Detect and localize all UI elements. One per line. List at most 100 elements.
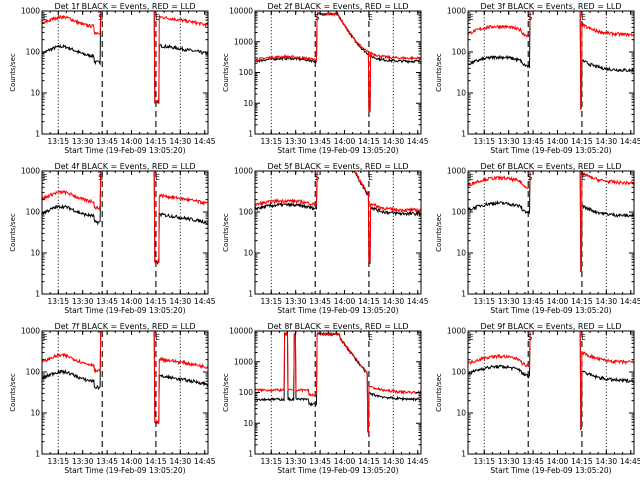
y-tick-label: 1000	[234, 37, 253, 46]
x-tick-label: 14:15	[571, 137, 593, 146]
plot-frame	[467, 10, 635, 135]
y-tick-label: 10	[30, 89, 40, 98]
x-tick-label: 14:15	[358, 457, 380, 466]
x-tick-label: 14:30	[383, 457, 405, 466]
x-tick-label: 14:15	[571, 297, 593, 306]
y-tick-label: 1000	[21, 167, 40, 176]
x-tick-label: 14:00	[334, 457, 356, 466]
y-tick-label: 1	[248, 130, 253, 139]
x-tick-label: 13:45	[96, 137, 118, 146]
y-axis-label: Counts/sec	[222, 373, 230, 412]
x-tick-label: 13:15	[260, 137, 282, 146]
series-lld	[468, 11, 634, 111]
y-tick-label: 1000	[447, 7, 466, 16]
x-tick-label: 14:00	[334, 297, 356, 306]
x-tick-label: 14:15	[145, 297, 167, 306]
y-tick-label: 1	[461, 130, 466, 139]
x-tick-label: 14:15	[145, 137, 167, 146]
plot-title: Det 7f BLACK = Events, RED = LLD	[54, 322, 195, 331]
marker-label: E	[43, 333, 48, 342]
series-lld	[468, 171, 634, 271]
y-tick-label: 10	[243, 249, 253, 258]
detector-plot-3: Det 3f BLACK = Events, RED = LLD E S E 1 10 10…	[435, 2, 640, 155]
plot-frame	[41, 170, 209, 295]
marker-label: E	[581, 173, 586, 182]
plot-frame	[41, 10, 209, 135]
x-tick-label: 14:30	[170, 457, 192, 466]
x-axis-label: Start Time (19-Feb-09 13:05:20)	[277, 146, 398, 155]
marker-label: S	[98, 13, 103, 22]
plot-title: Det 1f BLACK = Events, RED = LLD	[54, 2, 195, 11]
series-lld	[42, 11, 208, 104]
x-tick-label: 14:45	[194, 137, 216, 146]
x-tick-label: 14:45	[407, 137, 429, 146]
x-axis-label: Start Time (19-Feb-09 13:05:20)	[277, 306, 398, 315]
y-tick-label: 100	[239, 388, 254, 397]
x-tick-label: 14:30	[383, 137, 405, 146]
y-tick-label: 1	[248, 450, 253, 459]
x-tick-label: 14:15	[358, 297, 380, 306]
marker-label: E	[469, 333, 474, 342]
x-axis-label: Start Time (19-Feb-09 13:05:20)	[490, 466, 611, 475]
x-tick-label: 13:30	[285, 297, 307, 306]
y-tick-label: 100	[239, 208, 254, 217]
x-tick-label: 13:45	[522, 297, 544, 306]
detector-plot-7: Det 7f BLACK = Events, RED = LLD E E 1 10 100…	[9, 322, 216, 475]
x-tick-label: 14:00	[547, 457, 569, 466]
series-lld	[468, 331, 634, 430]
detector-plot-2: Det 2f BLACK = Events, RED = LLD S E 1 10 100…	[222, 2, 429, 155]
y-tick-label: 1	[461, 450, 466, 459]
x-tick-label: 13:45	[522, 137, 544, 146]
x-tick-label: 14:00	[547, 297, 569, 306]
marker-label: E	[43, 173, 48, 182]
plot-title: Det 5f BLACK = Events, RED = LLD	[267, 162, 408, 171]
detector-plot-4: Det 4f BLACK = Events, RED = LLD E S E 1 10 10…	[9, 162, 216, 315]
x-tick-label: 14:45	[620, 137, 640, 146]
marker-label: S	[527, 333, 532, 342]
y-tick-label: 1000	[21, 327, 40, 336]
x-tick-label: 13:30	[498, 137, 520, 146]
y-tick-label: 1000	[234, 357, 253, 366]
y-tick-label: 1	[35, 130, 40, 139]
detector-plot-5: Det 5f BLACK = Events, RED = LLD S E 1 10 100…	[222, 162, 429, 315]
detector-plot-1: Det 1f BLACK = Events, RED = LLD E S E 1 10 10…	[9, 2, 216, 155]
x-tick-label: 13:30	[285, 457, 307, 466]
x-axis-label: Start Time (19-Feb-09 13:05:20)	[64, 146, 185, 155]
plot-title: Det 4f BLACK = Events, RED = LLD	[54, 162, 195, 171]
x-tick-label: 13:15	[47, 457, 69, 466]
marker-label: S	[527, 13, 532, 22]
marker-label: S	[98, 173, 103, 182]
y-axis-label: Counts/sec	[435, 53, 443, 92]
x-tick-label: 13:15	[47, 137, 69, 146]
y-axis-label: Counts/sec	[9, 53, 17, 92]
plot-frame	[41, 330, 209, 455]
x-tick-label: 13:45	[96, 457, 118, 466]
y-tick-label: 100	[452, 208, 467, 217]
x-tick-label: 13:15	[473, 457, 495, 466]
y-tick-label: 10	[30, 409, 40, 418]
y-axis-label: Counts/sec	[9, 373, 17, 412]
x-tick-label: 14:45	[407, 297, 429, 306]
series-lld	[255, 331, 421, 434]
y-tick-label: 1	[461, 290, 466, 299]
x-tick-label: 14:00	[334, 137, 356, 146]
x-axis-label: Start Time (19-Feb-09 13:05:20)	[490, 306, 611, 315]
y-tick-label: 1	[35, 290, 40, 299]
x-tick-label: 13:45	[309, 297, 331, 306]
y-tick-label: 10	[243, 419, 253, 428]
x-tick-label: 14:45	[620, 297, 640, 306]
marker-label: E	[581, 13, 586, 22]
x-tick-label: 13:15	[473, 297, 495, 306]
x-tick-label: 14:30	[596, 457, 618, 466]
y-axis-label: Counts/sec	[222, 213, 230, 252]
x-tick-label: 14:00	[121, 457, 143, 466]
x-tick-label: 14:15	[358, 137, 380, 146]
x-tick-label: 14:45	[620, 457, 640, 466]
y-tick-label: 1	[35, 450, 40, 459]
x-tick-label: 13:15	[260, 297, 282, 306]
marker-label: S	[527, 173, 532, 182]
x-axis-label: Start Time (19-Feb-09 13:05:20)	[277, 466, 398, 475]
x-tick-label: 14:30	[383, 297, 405, 306]
